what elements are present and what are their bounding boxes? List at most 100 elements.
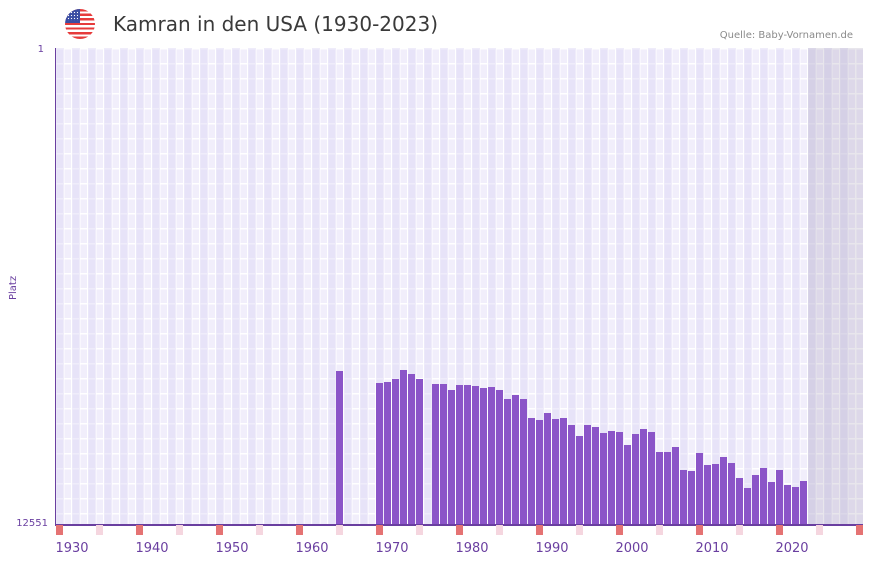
decade-marker <box>776 525 783 535</box>
bar-2016[interactable] <box>760 468 767 525</box>
bar-1994[interactable] <box>584 425 591 525</box>
column-stripe <box>680 48 688 525</box>
bar-2003[interactable] <box>656 452 663 525</box>
column-stripe <box>744 48 752 525</box>
bar-1963[interactable] <box>336 371 343 525</box>
x-tick-2000: 2000 <box>615 541 649 556</box>
bar-2014[interactable] <box>744 488 751 525</box>
decade-marker <box>456 525 463 535</box>
bar-1992[interactable] <box>568 425 575 525</box>
bar-1989[interactable] <box>544 413 551 525</box>
bar-1979[interactable] <box>464 385 471 525</box>
bar-1978[interactable] <box>456 385 463 525</box>
bar-1986[interactable] <box>520 399 527 525</box>
decade-marker <box>696 525 703 535</box>
bar-2010[interactable] <box>712 464 719 525</box>
bar-1983[interactable] <box>496 390 503 525</box>
bar-2011[interactable] <box>720 457 727 525</box>
bar-1985[interactable] <box>512 395 519 525</box>
bar-2001[interactable] <box>640 429 647 525</box>
column-stripe <box>616 48 624 525</box>
bar-1990[interactable] <box>552 419 559 525</box>
bar-1972[interactable] <box>408 374 415 525</box>
bar-1970[interactable] <box>392 379 399 525</box>
column-stripe <box>600 48 608 525</box>
bar-1996[interactable] <box>600 433 607 525</box>
bar-2019[interactable] <box>784 485 791 525</box>
column-stripe <box>728 48 736 525</box>
bar-1991[interactable] <box>560 418 567 525</box>
bar-2013[interactable] <box>736 478 743 525</box>
decade-marker <box>536 525 543 535</box>
bar-2006[interactable] <box>680 470 687 525</box>
bar-2009[interactable] <box>704 465 711 525</box>
bar-2020[interactable] <box>792 487 799 525</box>
column-stripe <box>424 48 432 525</box>
bar-1973[interactable] <box>416 379 423 525</box>
column-stripe <box>312 48 320 525</box>
bar-2004[interactable] <box>664 452 671 525</box>
bar-1981[interactable] <box>480 388 487 525</box>
bar-2021[interactable] <box>800 481 807 525</box>
column-stripe <box>584 48 592 525</box>
column-stripe <box>72 48 80 525</box>
bar-1976[interactable] <box>440 384 447 525</box>
x-tick-2010: 2010 <box>695 541 729 556</box>
column-stripe <box>824 48 832 525</box>
column-stripe <box>568 48 576 525</box>
bar-1982[interactable] <box>488 387 495 525</box>
bar-1980[interactable] <box>472 386 479 525</box>
bar-2012[interactable] <box>728 463 735 525</box>
bar-1987[interactable] <box>528 418 535 525</box>
column-stripe <box>200 48 208 525</box>
column-stripe <box>152 48 160 525</box>
bar-1997[interactable] <box>608 431 615 525</box>
column-stripe <box>632 48 640 525</box>
column-stripe <box>536 48 544 525</box>
bar-1971[interactable] <box>400 370 407 525</box>
bar-1993[interactable] <box>576 436 583 525</box>
bar-1999[interactable] <box>624 445 631 525</box>
column-stripe <box>56 48 64 525</box>
column-stripe <box>440 48 448 525</box>
future-shade <box>808 48 863 525</box>
column-stripe <box>328 48 336 525</box>
bar-2008[interactable] <box>696 453 703 525</box>
x-tick-1980: 1980 <box>455 541 489 556</box>
bar-1988[interactable] <box>536 420 543 525</box>
half-decade-marker <box>496 525 503 535</box>
bar-1995[interactable] <box>592 427 599 525</box>
source-link[interactable]: Quelle: Baby-Vornamen.de <box>719 30 853 41</box>
column-stripe <box>168 48 176 525</box>
bar-1998[interactable] <box>616 432 623 525</box>
bar-2007[interactable] <box>688 471 695 525</box>
column-stripe <box>248 48 256 525</box>
bar-2000[interactable] <box>632 434 639 525</box>
bar-1969[interactable] <box>384 382 391 525</box>
column-stripe <box>296 48 304 525</box>
half-decade-marker <box>736 525 743 535</box>
column-stripe <box>120 48 128 525</box>
half-decade-marker <box>176 525 183 535</box>
plot-area <box>55 48 863 525</box>
bar-2017[interactable] <box>768 482 775 525</box>
decade-marker <box>136 525 143 535</box>
column-stripe <box>456 48 464 525</box>
bar-2015[interactable] <box>752 475 759 525</box>
column-stripe <box>344 48 352 525</box>
bar-2018[interactable] <box>776 470 783 525</box>
bar-2002[interactable] <box>648 432 655 525</box>
decade-marker <box>216 525 223 535</box>
decade-marker <box>56 525 63 535</box>
column-stripe <box>232 48 240 525</box>
bar-2005[interactable] <box>672 447 679 525</box>
half-decade-marker <box>336 525 343 535</box>
bar-1984[interactable] <box>504 399 511 525</box>
bar-1968[interactable] <box>376 383 383 525</box>
column-stripe <box>840 48 848 525</box>
column-stripe <box>376 48 384 525</box>
half-decade-marker <box>816 525 823 535</box>
bar-1975[interactable] <box>432 384 439 525</box>
bar-1977[interactable] <box>448 390 455 525</box>
x-tick-1940: 1940 <box>135 541 169 556</box>
